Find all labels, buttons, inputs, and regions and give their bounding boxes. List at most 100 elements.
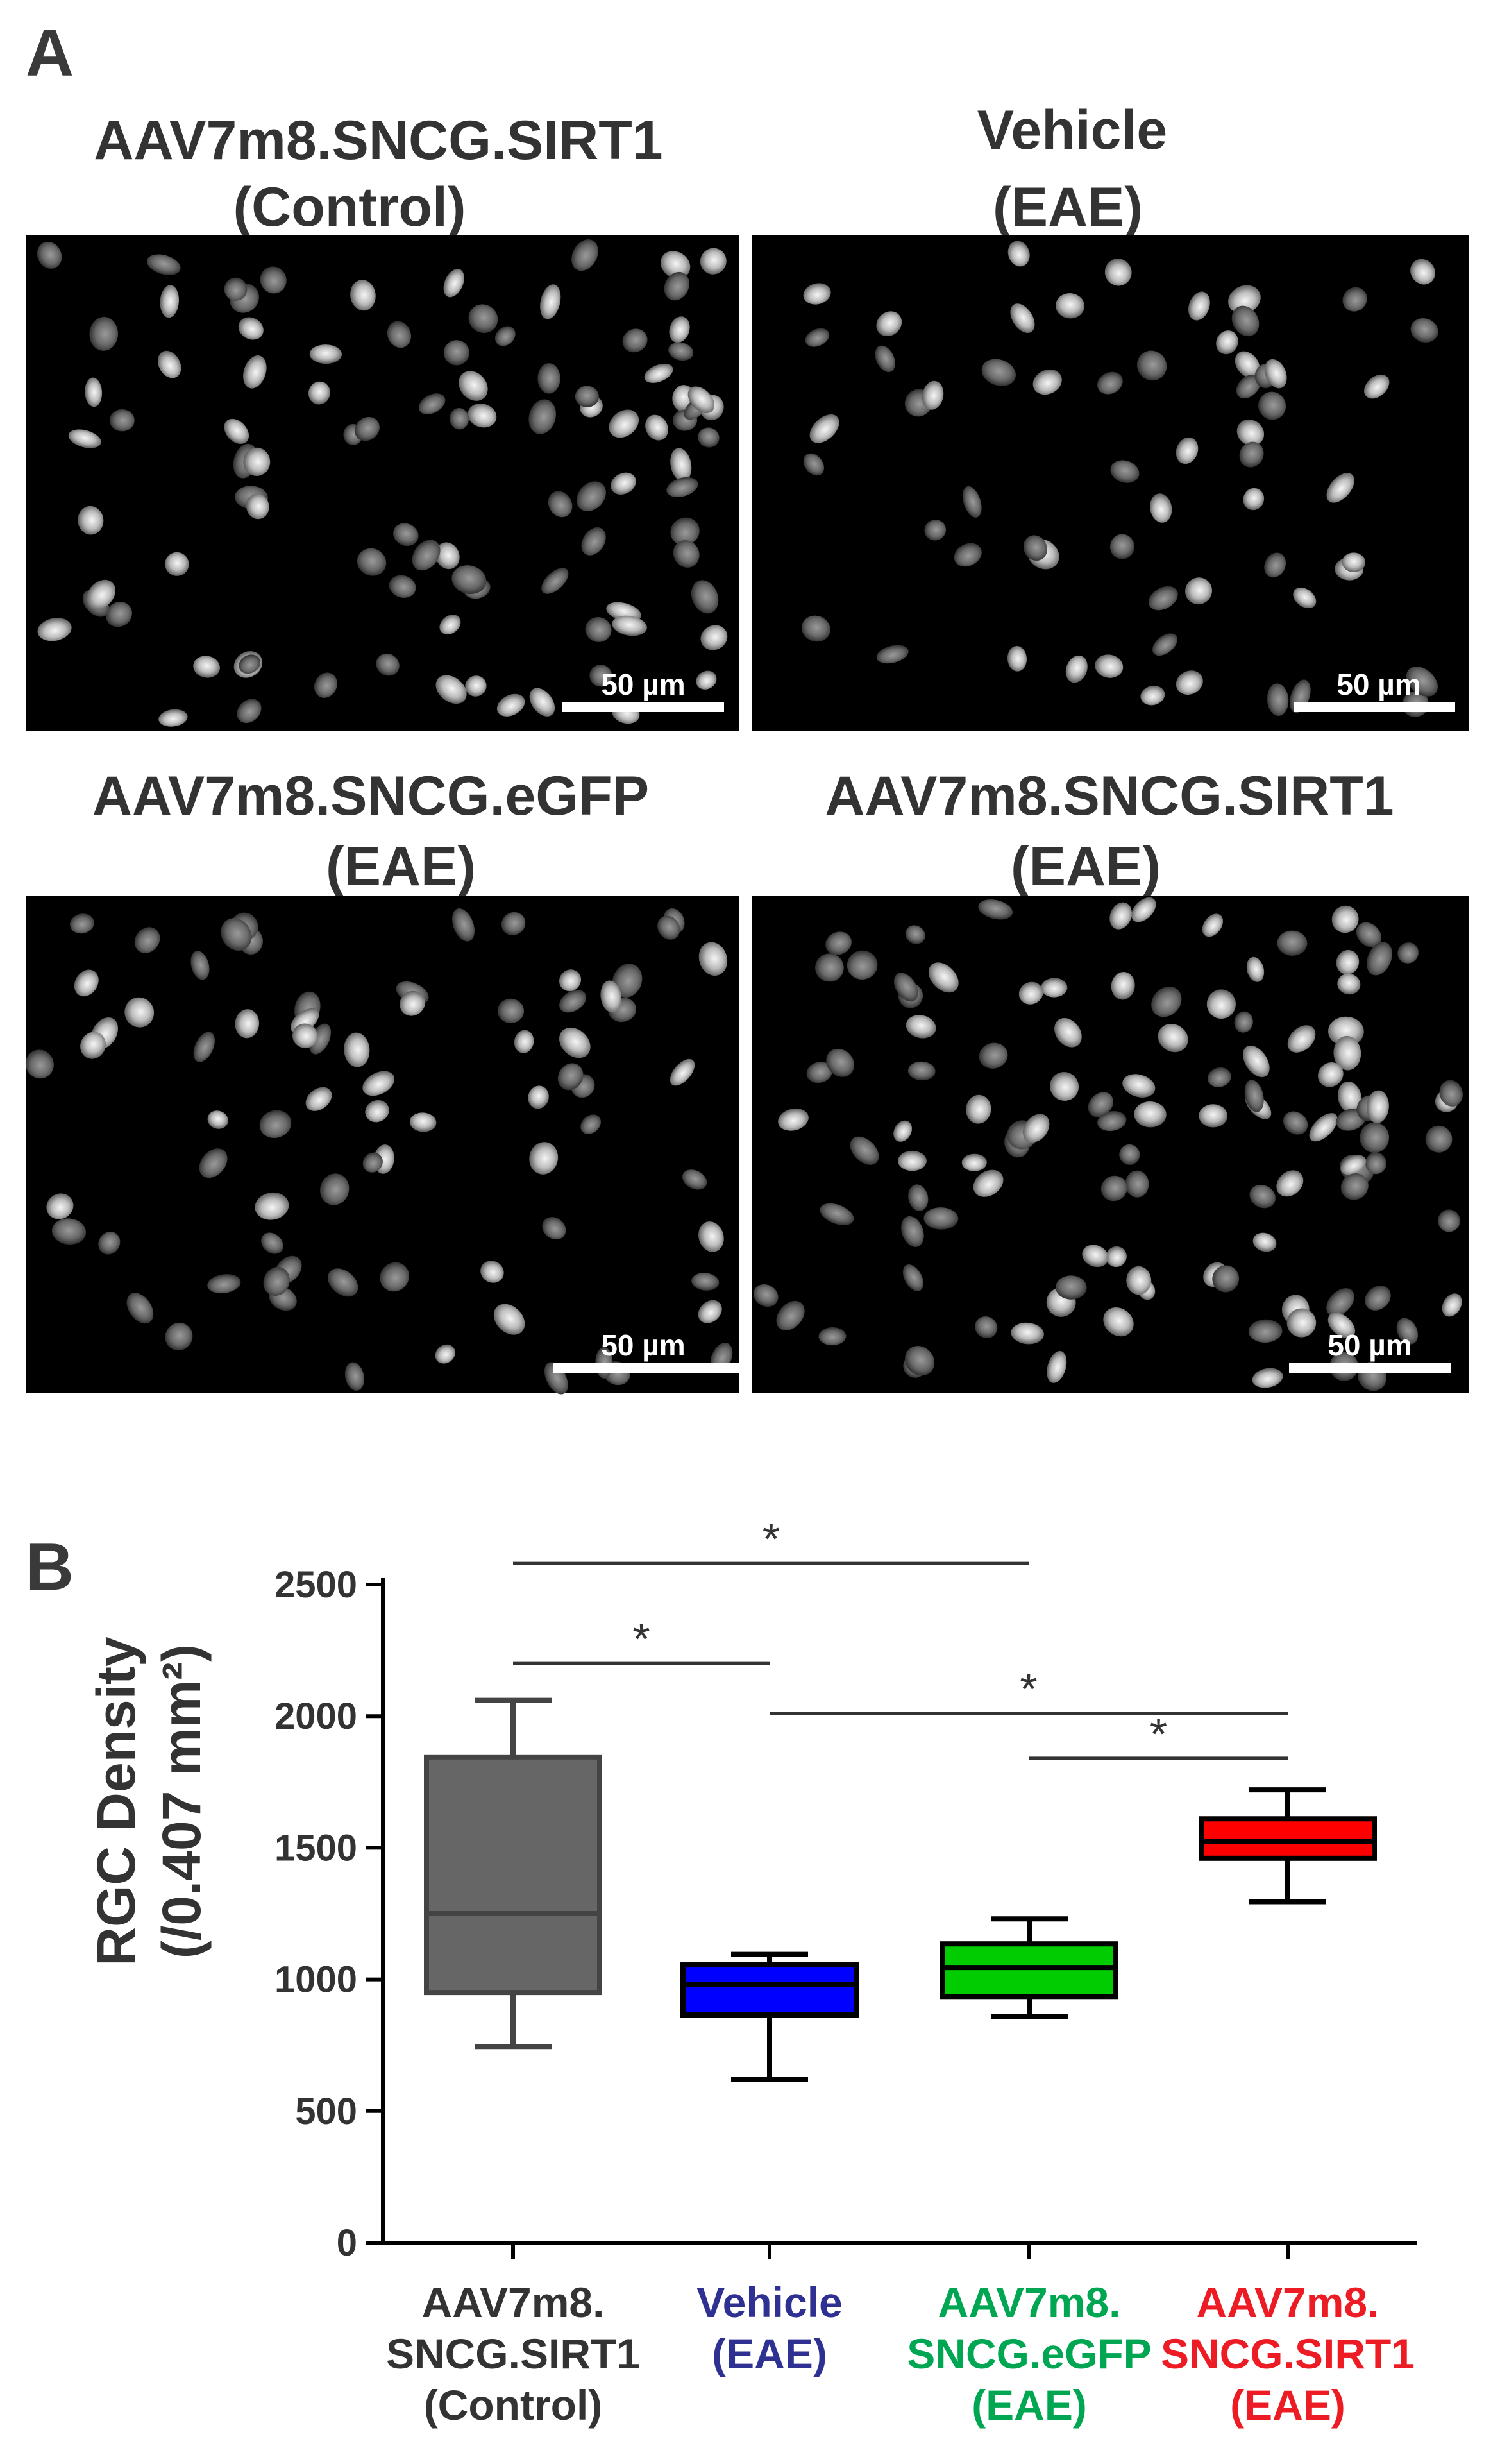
x-category-label: (EAE)	[712, 2330, 827, 2377]
nucleus	[435, 675, 467, 704]
nucleus	[412, 540, 441, 571]
nucleus	[908, 1184, 929, 1211]
iqr-box	[680, 1962, 859, 2018]
nucleus	[400, 990, 425, 1016]
nucleus	[468, 403, 497, 428]
nucleus	[1397, 942, 1419, 964]
nucleus	[801, 615, 830, 642]
nucleus	[778, 1108, 809, 1131]
nucleus	[893, 973, 918, 1002]
nucleus	[207, 1274, 241, 1294]
nucleus	[1293, 587, 1317, 609]
nucleus	[850, 1136, 879, 1165]
x-category-label: SNCG.SIRT1	[1161, 2330, 1415, 2377]
nucleus	[409, 1112, 437, 1132]
nucleus	[666, 477, 698, 497]
nucleus	[459, 371, 488, 401]
nucleus	[1342, 552, 1366, 573]
micrograph-4: 50 µm	[752, 896, 1469, 1393]
micrograph-4-nuclei	[753, 897, 1463, 1391]
nucleus	[1097, 1111, 1127, 1132]
nucleus	[580, 1114, 602, 1134]
nucleus	[238, 317, 264, 340]
nucleus	[537, 363, 560, 394]
nucleus	[393, 523, 419, 547]
nucleus	[575, 386, 599, 407]
nucleus	[435, 542, 460, 570]
nucleus	[776, 1300, 805, 1331]
nucleus	[559, 969, 582, 992]
nucleus	[480, 1261, 504, 1283]
nucleus	[376, 653, 400, 676]
nucleus	[126, 1293, 154, 1324]
nucleus	[190, 951, 210, 980]
nucleus	[1342, 287, 1367, 312]
nucleus	[1337, 1082, 1362, 1113]
nucleus	[1010, 303, 1035, 333]
nucleus	[528, 1085, 549, 1109]
nucleus	[1425, 1125, 1453, 1153]
nucleus	[645, 414, 668, 441]
nucleus	[818, 1327, 847, 1346]
micrograph-2-nuclei	[801, 241, 1438, 717]
x-category-label: (EAE)	[972, 2381, 1087, 2429]
nucleus	[451, 565, 487, 595]
nucleus	[1406, 667, 1438, 697]
nucleus	[1023, 1114, 1050, 1143]
nucleus	[820, 1203, 854, 1225]
nucleus	[924, 520, 947, 541]
nucleus	[1065, 655, 1088, 683]
nucleus	[1097, 371, 1123, 395]
nucleus	[1367, 942, 1392, 976]
nucleus	[1331, 905, 1359, 933]
nucleus	[1176, 670, 1203, 695]
nucleus	[387, 321, 412, 348]
nucleus	[600, 980, 622, 1013]
y-tick-label: 1500	[274, 1827, 357, 1869]
nucleus	[193, 1032, 215, 1062]
nucleus	[305, 1087, 332, 1111]
nucleus	[875, 345, 895, 373]
nucleus	[1152, 633, 1177, 656]
nucleus	[1243, 1045, 1270, 1078]
nucleus	[237, 699, 262, 724]
nucleus	[1439, 1080, 1463, 1107]
nucleus	[1246, 956, 1265, 982]
nucleus	[805, 328, 830, 347]
nucleus	[158, 709, 188, 727]
nucleus	[928, 962, 959, 993]
nucleus	[923, 1207, 959, 1230]
nucleus	[1126, 1266, 1152, 1295]
nucleus	[905, 925, 925, 944]
nucleus	[207, 1110, 228, 1129]
nucleus	[978, 899, 1013, 920]
nucleus	[98, 1232, 121, 1255]
micrograph-2: 50 µm	[752, 235, 1469, 731]
nucleus	[1277, 930, 1308, 956]
nucleus	[1109, 902, 1132, 930]
micrograph-3: 50 µm	[25, 896, 740, 1395]
nucleus	[1202, 913, 1224, 937]
nucleus	[389, 575, 416, 598]
nucleus	[907, 1061, 936, 1081]
nucleus	[1208, 1067, 1231, 1087]
micrograph-1-nuclei	[37, 239, 728, 727]
nucleus	[548, 491, 573, 518]
box-2	[680, 1951, 859, 2082]
x-category-label: Vehicle	[696, 2279, 843, 2326]
nucleus	[979, 1042, 1008, 1069]
x-category-label: AAV7m8.	[938, 2279, 1121, 2326]
nucleus	[224, 277, 248, 301]
nucleus	[803, 283, 831, 305]
nucleus	[246, 493, 269, 520]
nucleus	[261, 1232, 283, 1254]
significance-star: *	[632, 1614, 650, 1664]
nucleus	[1104, 259, 1132, 286]
nucleus	[1136, 350, 1167, 381]
micrograph-4-scale-label: 50 µm	[1327, 1329, 1412, 1362]
nucleus	[557, 1063, 584, 1091]
image-3-title-line-1: AAV7m8.SNCG.eGFP	[92, 765, 649, 827]
nucleus	[309, 344, 342, 364]
nucleus	[235, 1009, 260, 1039]
nucleus	[263, 1266, 290, 1296]
